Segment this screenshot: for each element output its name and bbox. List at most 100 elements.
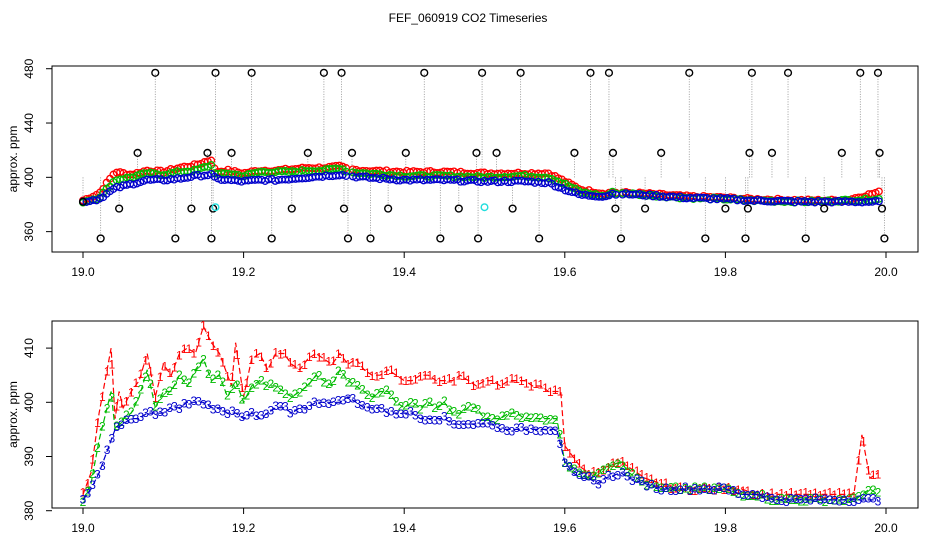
y-tick-label: 480 [22,58,36,78]
point-label: 1 [480,376,487,390]
point-label: 1 [841,487,848,501]
point-label: 1 [133,376,140,390]
point-label: 1 [354,356,361,370]
point-label: 1 [537,377,544,391]
point-label: 2 [412,397,419,411]
series-3: 3333333333333333333333333333333333333333… [80,392,882,509]
point-label: 1 [735,483,742,497]
top-panel: 19.0 19.2 19.4 19.6 19.8 20.0 360 400 440 480 appr… [6,58,919,279]
point-label: 1 [566,446,573,460]
point-label: 1 [162,359,169,373]
point-label: 1 [147,365,154,379]
point-label: 2 [629,466,636,480]
x-tick-label: 19.8 [714,521,738,535]
point-label: 3 [402,408,409,422]
point-label: 1 [181,342,188,356]
point-label: 1 [296,361,303,375]
point-label: 1 [287,355,294,369]
point-label: 1 [292,358,299,372]
point-label: 3 [166,401,173,415]
point-label: 3 [89,478,96,492]
point-label: 3 [263,407,270,421]
point-label: 2 [80,495,87,509]
point-label: 3 [109,432,116,446]
point-label: 3 [451,418,458,432]
point-label: 2 [749,489,756,503]
point-label: 2 [499,409,506,423]
point-label: 1 [340,352,347,366]
point-label: 2 [855,490,862,504]
point-label: 1 [190,347,197,361]
point-label: 2 [802,494,809,508]
point-label: 1 [788,485,795,499]
point-label: 2 [706,483,713,497]
point-label: 2 [176,368,183,382]
point-label: 3 [846,495,853,509]
point-label: 1 [412,373,419,387]
point-label: 3 [749,488,756,502]
spike-point [657,148,666,157]
point-label: 1 [224,369,231,383]
point-label: 3 [720,481,727,495]
point-label: 2 [769,494,776,508]
spike-point [570,148,579,157]
point-label: 3 [870,492,877,506]
point-label: 1 [321,350,328,364]
point-label: 1 [277,348,284,362]
point-label: 2 [210,372,217,386]
point-label: 2 [639,474,646,488]
point-label: 1 [243,376,250,390]
point-label: 1 [436,375,443,389]
spike-point [347,148,357,157]
point-label: 1 [89,452,96,466]
point-label: 1 [465,373,472,387]
point-label: 3 [455,418,462,432]
point-label: 1 [494,379,501,393]
point-label: 3 [272,399,279,413]
point-label: 3 [398,407,405,421]
point-label: 3 [316,397,323,411]
point-label: 2 [190,367,197,381]
point-label: 2 [388,388,395,402]
point-label: 3 [210,402,217,416]
spike-point [880,234,889,243]
point-label: 2 [851,491,858,505]
point-label: 1 [489,373,496,387]
point-label: 1 [229,370,236,384]
point-label: 1 [407,373,414,387]
point-label: 2 [528,411,535,425]
spike-point [492,148,501,157]
y-tick-label: 380 [22,500,36,520]
point-label: 2 [398,400,405,414]
point-label: 3 [716,480,723,494]
point-label: 2 [378,386,385,400]
point-label: 3 [499,422,506,436]
point-label: 2 [614,457,621,471]
spike-point [640,204,650,213]
point-label: 3 [205,398,212,412]
point-label: 2 [518,411,525,425]
point-label: 1 [325,354,332,368]
point-label: 3 [171,400,178,414]
point-label: 3 [123,413,130,427]
point-label: 2 [494,413,501,427]
point-label: 3 [696,484,703,498]
point-label: 1 [687,484,694,498]
spike-point [287,204,296,213]
point-label: 2 [272,381,279,395]
series-1: 1111111111111111111111111111111111111111… [80,319,882,504]
point-label: 2 [186,376,193,390]
data-point [207,156,216,165]
point-label: 3 [802,492,809,506]
point-label: 2 [325,377,332,391]
spike-point [586,68,595,77]
point-label: 2 [441,394,448,408]
point-label: 1 [446,372,453,386]
point-label: 2 [383,383,390,397]
point-label: 3 [687,484,694,498]
point-label: 1 [793,488,800,502]
point-label: 3 [162,406,169,420]
point-label: 1 [605,460,612,474]
point-label: 3 [330,395,337,409]
point-label: 3 [513,421,520,435]
